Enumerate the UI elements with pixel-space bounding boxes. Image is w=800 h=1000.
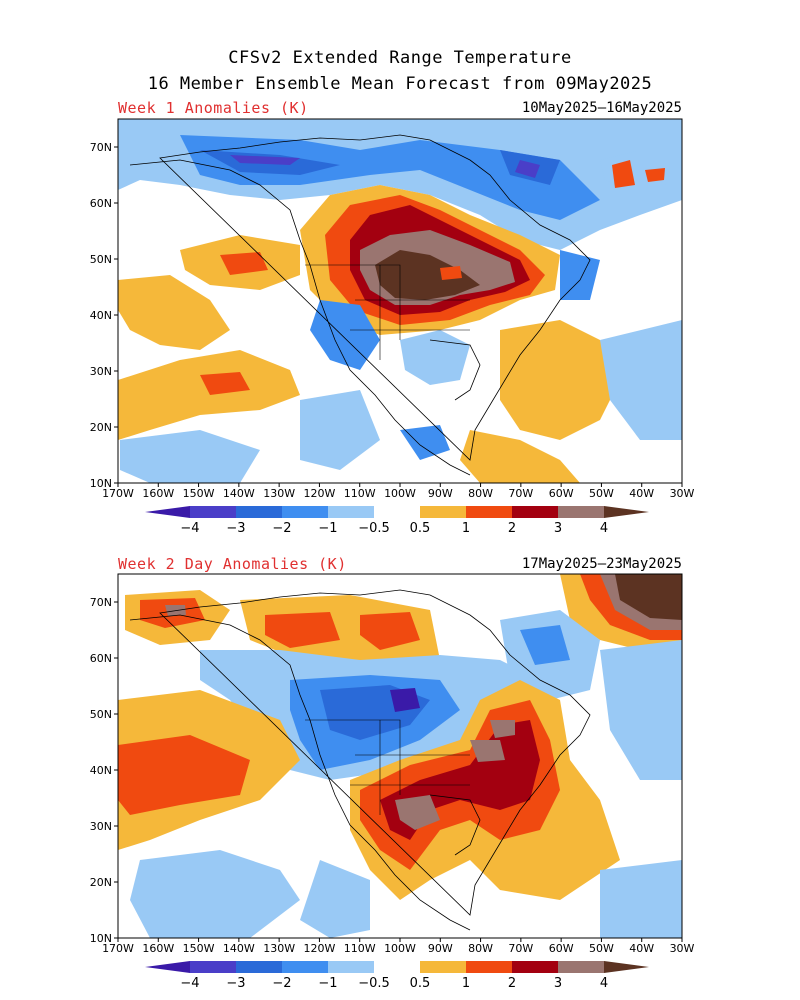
lon-label: 130W <box>263 942 295 955</box>
colorbar-label: 2 <box>508 976 516 991</box>
colorbar-label: −1 <box>318 976 337 991</box>
colorbar-segment <box>282 961 328 973</box>
lon-label: 90W <box>428 487 453 500</box>
lon-label: 70W <box>508 487 533 500</box>
colorbar-segment <box>374 506 420 518</box>
colorbar-label: −3 <box>226 521 245 536</box>
lon-label: 30W <box>670 942 695 955</box>
colorbar-segment <box>282 506 328 518</box>
colorbar-segment <box>420 961 466 973</box>
panel-1-dates: 10May2025–16May2025 <box>521 100 682 116</box>
lon-label: 80W <box>468 942 493 955</box>
colorbar-segment <box>236 961 282 973</box>
lat-label: 20N <box>90 876 112 889</box>
panel-1-label: Week 1 Anomalies (K) <box>118 99 309 117</box>
colorbar-segment <box>190 506 236 518</box>
lon-label: 110W <box>344 942 376 955</box>
lon-label: 170W <box>102 487 134 500</box>
colorbar-segment <box>512 506 558 518</box>
lon-label: 160W <box>142 942 174 955</box>
lat-label: 60N <box>90 197 112 210</box>
lon-label: 160W <box>142 487 174 500</box>
colorbar-segment <box>328 961 374 973</box>
colorbar-label: −0.5 <box>358 976 390 991</box>
colorbar-label: −3 <box>226 976 245 991</box>
lat-label: 20N <box>90 421 112 434</box>
lat-label: 50N <box>90 708 112 721</box>
colorbar-arrow-left <box>145 506 190 518</box>
colorbar-segment <box>190 961 236 973</box>
lon-label: 100W <box>384 487 416 500</box>
lat-label: 30N <box>90 820 112 833</box>
title-line-2: 16 Member Ensemble Mean Forecast from 09… <box>147 74 653 94</box>
lat-label: 40N <box>90 764 112 777</box>
colorbar-label: 3 <box>554 521 562 536</box>
colorbar-label: −4 <box>180 976 199 991</box>
colorbar-segment <box>466 506 512 518</box>
colorbar-label: 4 <box>600 976 608 991</box>
lon-label: 150W <box>183 942 215 955</box>
lat-label: 30N <box>90 365 112 378</box>
lon-label: 100W <box>384 942 416 955</box>
colorbar-segment <box>558 961 604 973</box>
lon-label: 130W <box>263 487 295 500</box>
lat-label: 50N <box>90 253 112 266</box>
colorbar-arrow-left <box>145 961 190 973</box>
colorbar-label: 0.5 <box>410 521 431 536</box>
title-line-1: CFSv2 Extended Range Temperature <box>228 48 572 68</box>
colorbar-label: 3 <box>554 976 562 991</box>
colorbar-label: 1 <box>462 521 470 536</box>
panel-2-label: Week 2 Day Anomalies (K) <box>118 555 347 573</box>
lon-label: 170W <box>102 942 134 955</box>
colorbar-label: −0.5 <box>358 521 390 536</box>
lon-label: 110W <box>344 487 376 500</box>
lon-label: 50W <box>589 487 614 500</box>
lon-label: 30W <box>670 487 695 500</box>
colorbar-label: −4 <box>180 521 199 536</box>
lat-label: 70N <box>90 596 112 609</box>
colorbar-arrow-right <box>604 961 649 973</box>
lat-label: 40N <box>90 309 112 322</box>
lon-label: 120W <box>303 942 335 955</box>
lon-label: 140W <box>223 487 255 500</box>
lat-label: 70N <box>90 141 112 154</box>
colorbar-label: 0.5 <box>410 976 431 991</box>
colorbar-label: 1 <box>462 976 470 991</box>
lat-label: 10N <box>90 932 112 945</box>
lon-label: 90W <box>428 942 453 955</box>
lon-label: 140W <box>223 942 255 955</box>
lon-label: 80W <box>468 487 493 500</box>
lat-label: 10N <box>90 477 112 490</box>
lon-label: 40W <box>629 942 654 955</box>
lon-label: 40W <box>629 487 654 500</box>
colorbar-arrow-right <box>604 506 649 518</box>
lon-label: 150W <box>183 487 215 500</box>
lon-label: 120W <box>303 487 335 500</box>
colorbar-label: −2 <box>272 521 291 536</box>
lat-label: 60N <box>90 652 112 665</box>
colorbar-label: 2 <box>508 521 516 536</box>
lon-label: 60W <box>549 942 574 955</box>
colorbar-segment <box>374 961 420 973</box>
colorbar-segment <box>558 506 604 518</box>
lon-label: 60W <box>549 487 574 500</box>
lon-label: 50W <box>589 942 614 955</box>
colorbar-segment <box>512 961 558 973</box>
colorbar-label: −1 <box>318 521 337 536</box>
colorbar-segment <box>420 506 466 518</box>
colorbar-segment <box>328 506 374 518</box>
colorbar-label: 4 <box>600 521 608 536</box>
colorbar-label: −2 <box>272 976 291 991</box>
colorbar-segment <box>466 961 512 973</box>
lon-label: 70W <box>508 942 533 955</box>
panel-2-dates: 17May2025–23May2025 <box>521 556 682 572</box>
colorbar-segment <box>236 506 282 518</box>
